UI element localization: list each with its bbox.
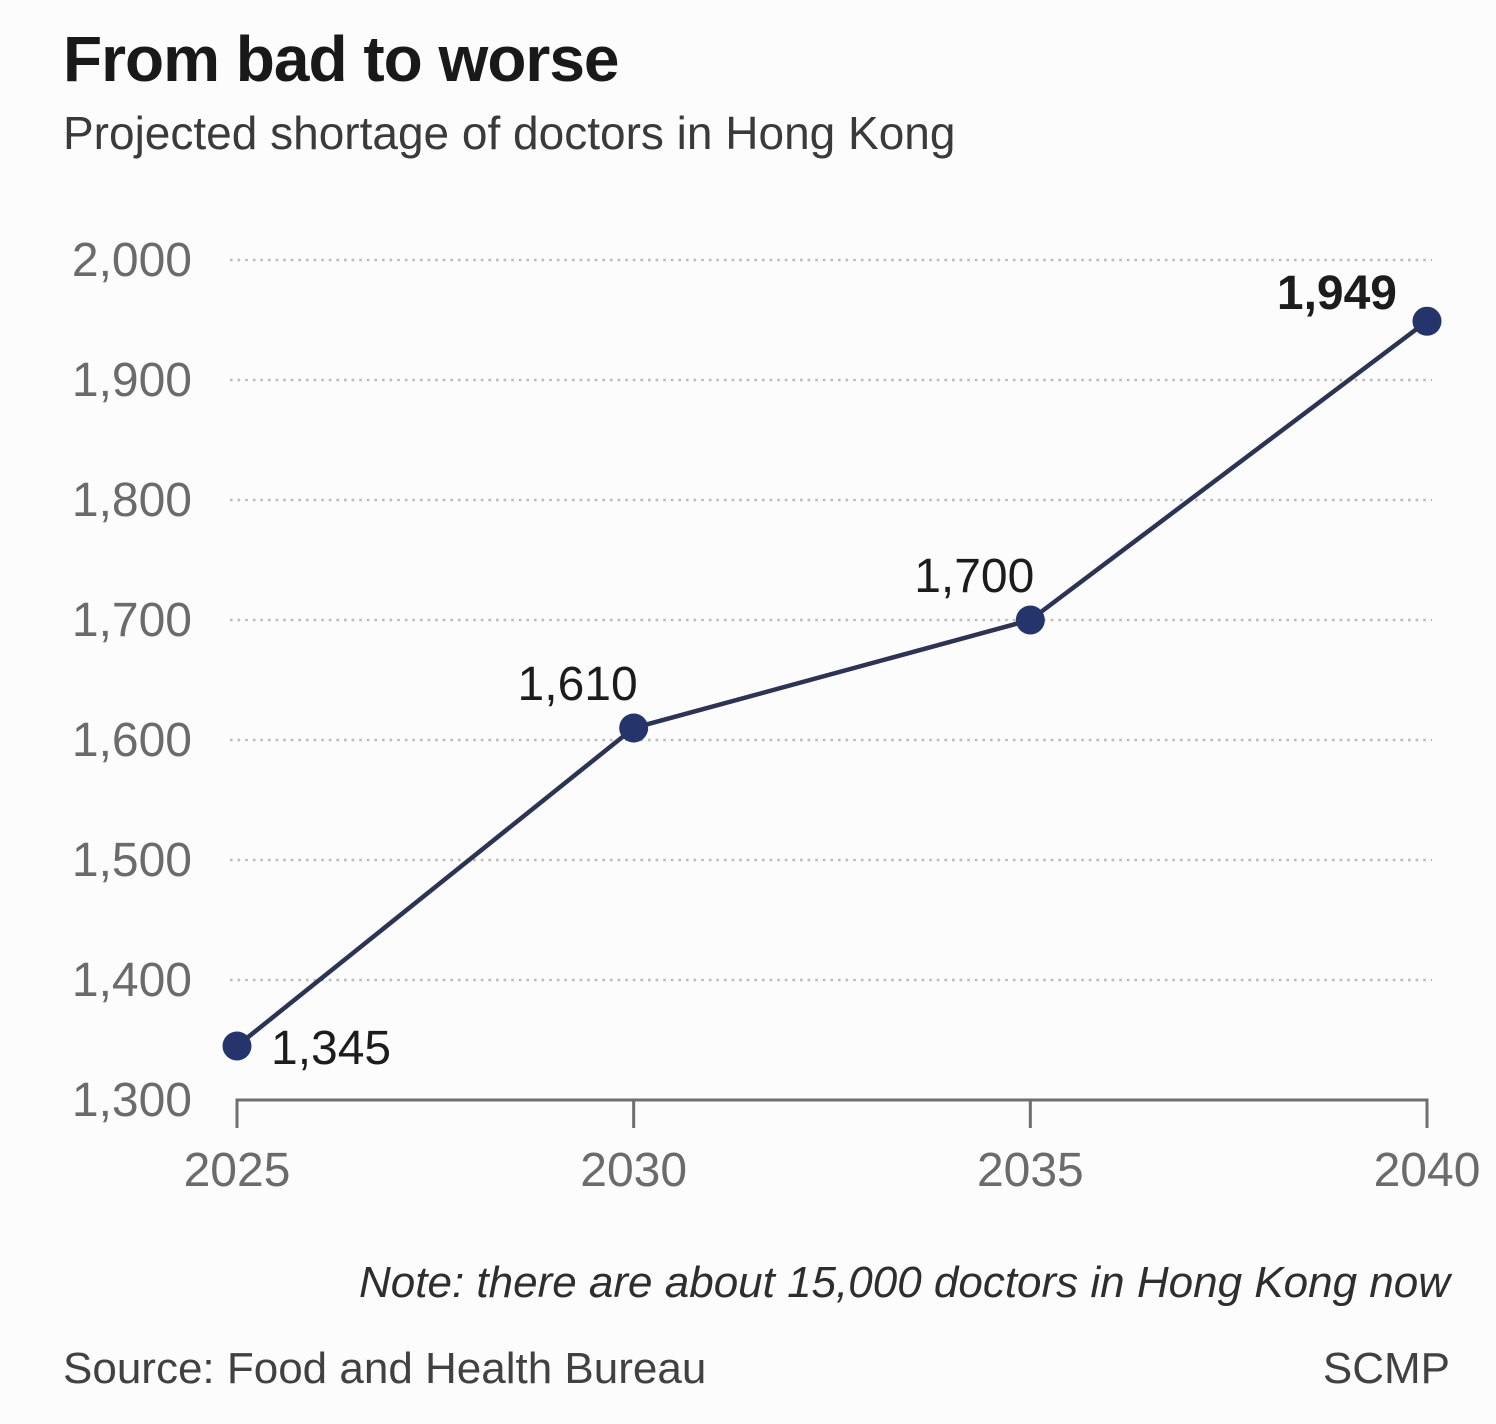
data-point [619,713,649,743]
source-row: Source: Food and Health Bureau SCMP [63,1344,1450,1394]
y-tick-label: 1,600 [72,714,192,767]
data-line [235,319,1429,1048]
chart-note: Note: there are about 15,000 doctors in … [359,1258,1450,1307]
y-tick-label: 2,000 [72,234,192,287]
x-tick-label: 2030 [580,1144,687,1197]
x-tick-label: 2040 [1374,1144,1481,1197]
chart-source: Source: Food and Health Bureau [63,1344,707,1393]
data-point-label: 1,949 [1277,267,1397,320]
y-tick-label: 1,700 [72,594,192,647]
y-tick-label: 1,800 [72,474,192,527]
data-point [1015,605,1045,635]
y-tick-label: 1,300 [72,1074,192,1127]
chart-title: From bad to worse [63,23,619,95]
x-axis [235,1098,1429,1128]
y-tick-label: 1,400 [72,954,192,1007]
data-point-label: 1,610 [518,658,638,711]
chart-credit: SCMP [1322,1344,1450,1393]
chart-subtitle: Projected shortage of doctors in Hong Ko… [63,107,956,159]
data-point [1412,306,1442,336]
y-tick-label: 1,900 [72,354,192,407]
data-point [222,1031,252,1061]
data-point-label: 1,345 [271,1022,391,1075]
y-tick-label: 1,500 [72,834,192,887]
data-point-label: 1,700 [914,550,1034,603]
x-tick-label: 2025 [184,1144,291,1197]
x-tick-label: 2035 [977,1144,1084,1197]
